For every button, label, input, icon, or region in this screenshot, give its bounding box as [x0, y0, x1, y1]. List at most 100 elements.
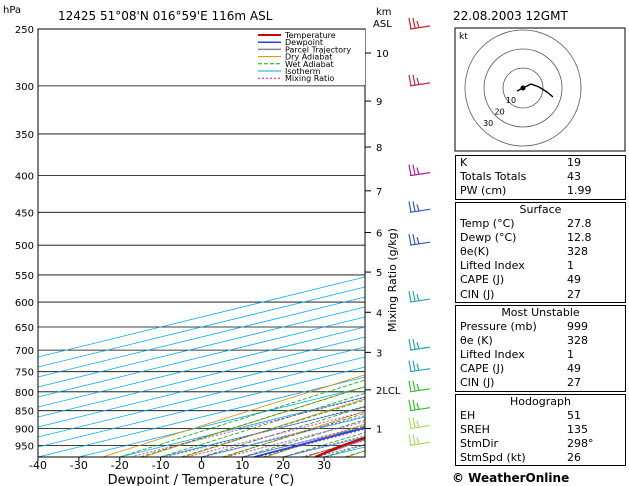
barb-flag	[412, 339, 416, 350]
x-tick-label: -10	[152, 459, 170, 472]
wind-barb	[408, 17, 431, 30]
wind-barb	[408, 339, 431, 351]
x-tick-label: 0	[198, 459, 205, 472]
km-label: km	[376, 7, 392, 18]
y-tick-label: 700	[15, 346, 34, 357]
hodo-label: SREH	[460, 422, 490, 436]
km-tick-label: 7	[376, 187, 382, 198]
km-tick-label: 10	[376, 49, 389, 60]
barb-flag	[416, 204, 420, 212]
index-row: PW (cm) 1.99	[456, 184, 625, 198]
most-unstable-title: Most Unstable	[501, 305, 580, 319]
hodograph-stats-section: Hodograph EH 51 SREH 135 StmDir 298° StmSpd…	[455, 393, 626, 467]
mu-label: Pressure (mb)	[460, 319, 537, 333]
mu-value: 999	[567, 319, 588, 333]
mu-value: 49	[567, 362, 581, 376]
hodo-row: StmDir 298°	[456, 437, 625, 451]
barb-staff	[409, 388, 431, 393]
legend-label: Dry Adiabat	[285, 53, 332, 62]
y-tick-label: 900	[15, 425, 34, 436]
wind-barb	[408, 74, 431, 87]
footer-credit: © WeatherOnline	[452, 471, 569, 485]
mu-row: Pressure (mb) 999	[456, 320, 625, 334]
wind-barb	[408, 434, 431, 446]
x-tick-label: -40	[29, 459, 47, 472]
mu-label: CAPE (J)	[460, 362, 505, 376]
dry-adiabat	[184, 398, 365, 457]
barb-flag	[412, 399, 416, 410]
surface-value: 49	[567, 273, 581, 287]
datetime: 22.08.2003 12GMT	[453, 9, 568, 23]
wind-barb	[408, 399, 431, 412]
hodograph-stats-title: Hodograph	[510, 394, 571, 408]
hodograph-ring	[464, 29, 582, 147]
y-tick-label: 600	[15, 298, 34, 309]
surface-row: Lifted Index 1	[456, 259, 625, 273]
hodograph-ring-label: 20	[495, 107, 505, 116]
mixing-ratio-line	[165, 405, 365, 457]
most-unstable-section: Most Unstable Pressure (mb) 999 θe (K) 328…	[455, 304, 626, 392]
wind-barb	[408, 290, 431, 303]
isotherm	[38, 306, 365, 388]
surface-label: Temp (°C)	[460, 216, 515, 230]
mu-value: 328	[567, 333, 588, 347]
legend-label: Wet Adiabat	[285, 60, 334, 69]
mixing-ratio-axis-title: Mixing Ratio (g/kg)	[386, 228, 399, 332]
wind-barb	[408, 234, 431, 246]
mixing-ratio-line	[187, 411, 365, 457]
km-tick-label: 2LCL	[376, 386, 401, 397]
barb-flag	[412, 234, 416, 245]
hodo-row: StmSpd (kt) 26	[456, 451, 625, 465]
km-tick-label: 3	[376, 348, 382, 359]
mu-row: CAPE (J) 49	[456, 362, 625, 376]
barb-flag	[416, 237, 420, 245]
barb-flag	[408, 360, 412, 372]
barb-flag	[412, 290, 416, 302]
mixing-ratio-line	[203, 415, 365, 457]
surface-value: 27.8	[567, 216, 592, 230]
wet-adiabat	[221, 412, 365, 457]
wind-barb	[408, 380, 431, 393]
index-row: K 19	[456, 156, 625, 170]
surface-value: 1	[567, 259, 574, 273]
y-tick-label: 800	[15, 388, 34, 399]
wet-adiabat	[180, 399, 365, 457]
mixing-ratio-line	[130, 397, 365, 457]
wind-barb	[408, 201, 431, 213]
hodograph-ring	[483, 48, 563, 128]
barb-flag	[408, 234, 412, 246]
barb-flag	[416, 383, 420, 391]
index-label: PW (cm)	[460, 184, 507, 198]
barb-flag	[408, 399, 412, 411]
wet-adiabat	[160, 392, 365, 457]
y-tick-label: 450	[15, 208, 34, 219]
barb-flag	[416, 402, 420, 410]
hodograph-center-dot	[520, 85, 526, 91]
legend-label: Isotherm	[285, 67, 321, 76]
hodograph-ring-label: 30	[483, 119, 493, 128]
mu-row: θe (K) 328	[456, 334, 625, 348]
barb-flag	[408, 164, 412, 176]
surface-value: 27	[567, 287, 581, 301]
barb-staff	[409, 298, 431, 303]
y-tick-label: 950	[15, 441, 34, 452]
legend-label: Temperature	[284, 31, 336, 40]
y-tick-label: 300	[15, 82, 34, 93]
hodograph-kt-label: kt	[459, 32, 468, 42]
legend-label: Parcel Trajectory	[285, 45, 351, 54]
isotherm	[38, 366, 365, 448]
y-tick-label: 650	[15, 323, 34, 334]
mu-label: θe (K)	[460, 333, 493, 347]
x-tick-label: 20	[276, 459, 290, 472]
barb-flag	[412, 17, 416, 29]
index-row: Totals Totals 43	[456, 170, 625, 184]
index-label: Totals Totals	[460, 170, 527, 184]
hodo-value: 135	[567, 422, 588, 436]
barb-staff	[409, 82, 431, 87]
barb-flag	[408, 201, 412, 213]
plot-frame	[37, 28, 366, 458]
y-tick-label: 750	[15, 368, 34, 379]
x-tick-label: -20	[111, 459, 129, 472]
